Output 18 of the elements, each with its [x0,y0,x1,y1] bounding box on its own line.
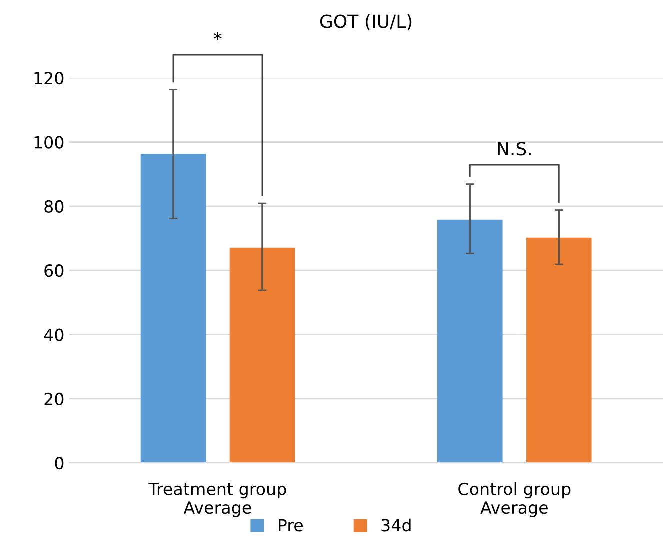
annotation: N.S. [498,142,531,156]
y-tick-label: 20 [44,392,64,406]
x-tick-label: Treatment group Average [148,483,286,518]
y-tick-label: 60 [44,264,64,278]
legend-label: Pre [278,519,303,532]
bar [526,238,592,464]
text: * [214,32,222,40]
bar [438,220,503,464]
bar [230,248,296,464]
x-tick-label: Control group Average [458,482,571,518]
y-tick-label: 0 [55,457,64,470]
y-tick-label: 40 [44,328,64,342]
chart-title: GOT (IU/L) [320,14,412,30]
legend-label: 34d [382,518,411,532]
y-tick-label: 80 [44,200,64,213]
y-tick-label: 100 [34,136,64,149]
y-tick-label: 120 [34,72,64,85]
bar [140,154,206,464]
